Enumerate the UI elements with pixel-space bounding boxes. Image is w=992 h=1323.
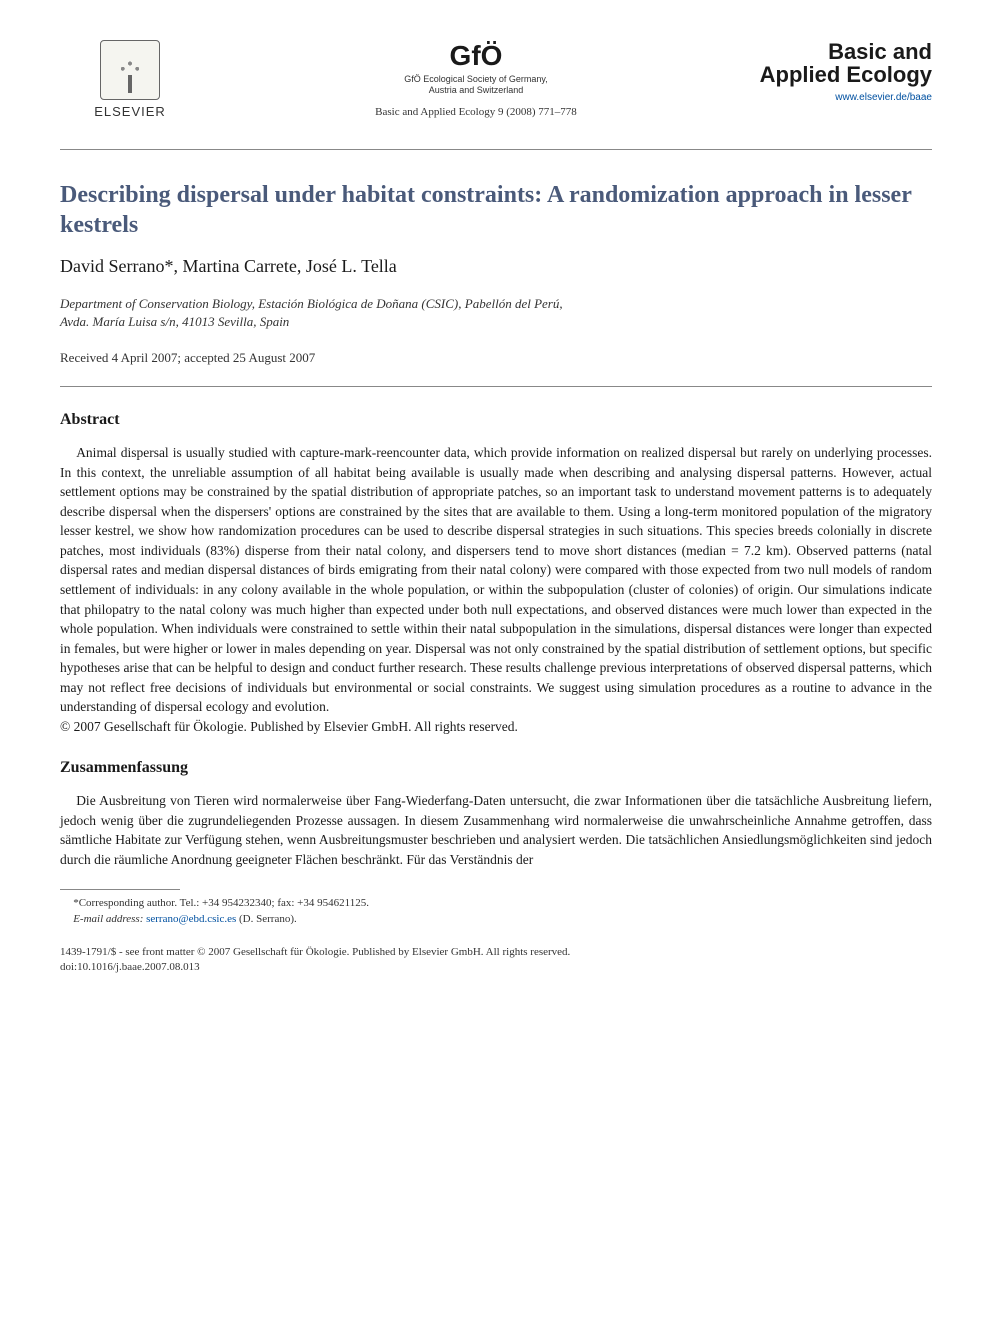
footer-copyright: 1439-1791/$ - see front matter © 2007 Ge… [60,945,932,960]
email-address[interactable]: serrano@ebd.csic.es [146,913,236,925]
abstract-copyright: © 2007 Gesellschaft für Ökologie. Publis… [60,719,932,735]
article-dates: Received 4 April 2007; accepted 25 Augus… [60,350,932,366]
society-name-line1: GfÖ Ecological Society of Germany, [220,74,732,85]
elsevier-logo: ELSEVIER [60,40,200,119]
journal-title-line1: Basic and [828,39,932,64]
journal-block: Basic and Applied Ecology www.elsevier.d… [752,40,932,103]
affiliation-line1: Department of Conservation Biology, Esta… [60,296,563,311]
society-logo: GfÖ [220,40,732,72]
publisher-name: ELSEVIER [94,104,166,119]
elsevier-tree-icon [100,40,160,100]
society-name-line2: Austria and Switzerland [220,85,732,96]
corresponding-author-footnote: *Corresponding author. Tel.: +34 9542323… [60,896,932,911]
affiliation-line2: Avda. María Luisa s/n, 41013 Sevilla, Sp… [60,314,289,329]
journal-url[interactable]: www.elsevier.de/baae [752,92,932,103]
journal-title: Basic and Applied Ecology [752,40,932,86]
abstract-text: Animal dispersal is usually studied with… [60,443,932,717]
authors-line: David Serrano*, Martina Carrete, José L.… [60,256,932,277]
email-footnote: E-mail address: serrano@ebd.csic.es (D. … [60,912,932,927]
journal-title-line2: Applied Ecology [760,62,932,87]
email-author: (D. Serrano). [239,913,297,925]
publisher-block: ELSEVIER [60,40,200,119]
article-title: Describing dispersal under habitat const… [60,180,932,240]
email-label: E-mail address: [73,913,143,925]
citation-line: Basic and Applied Ecology 9 (2008) 771–7… [220,106,732,118]
affiliation: Department of Conservation Biology, Esta… [60,295,932,330]
page-header: ELSEVIER GfÖ GfÖ Ecological Society of G… [60,40,932,119]
zusammenfassung-heading: Zusammenfassung [60,759,932,777]
zusammenfassung-text: Die Ausbreitung von Tieren wird normaler… [60,791,932,869]
society-block: GfÖ GfÖ Ecological Society of Germany, A… [200,40,752,118]
abstract-divider [60,386,932,387]
footnote-divider [60,889,180,890]
footer-doi: doi:10.1016/j.baae.2007.08.013 [60,960,932,975]
footer-block: 1439-1791/$ - see front matter © 2007 Ge… [60,945,932,975]
header-divider [60,149,932,150]
abstract-heading: Abstract [60,411,932,429]
